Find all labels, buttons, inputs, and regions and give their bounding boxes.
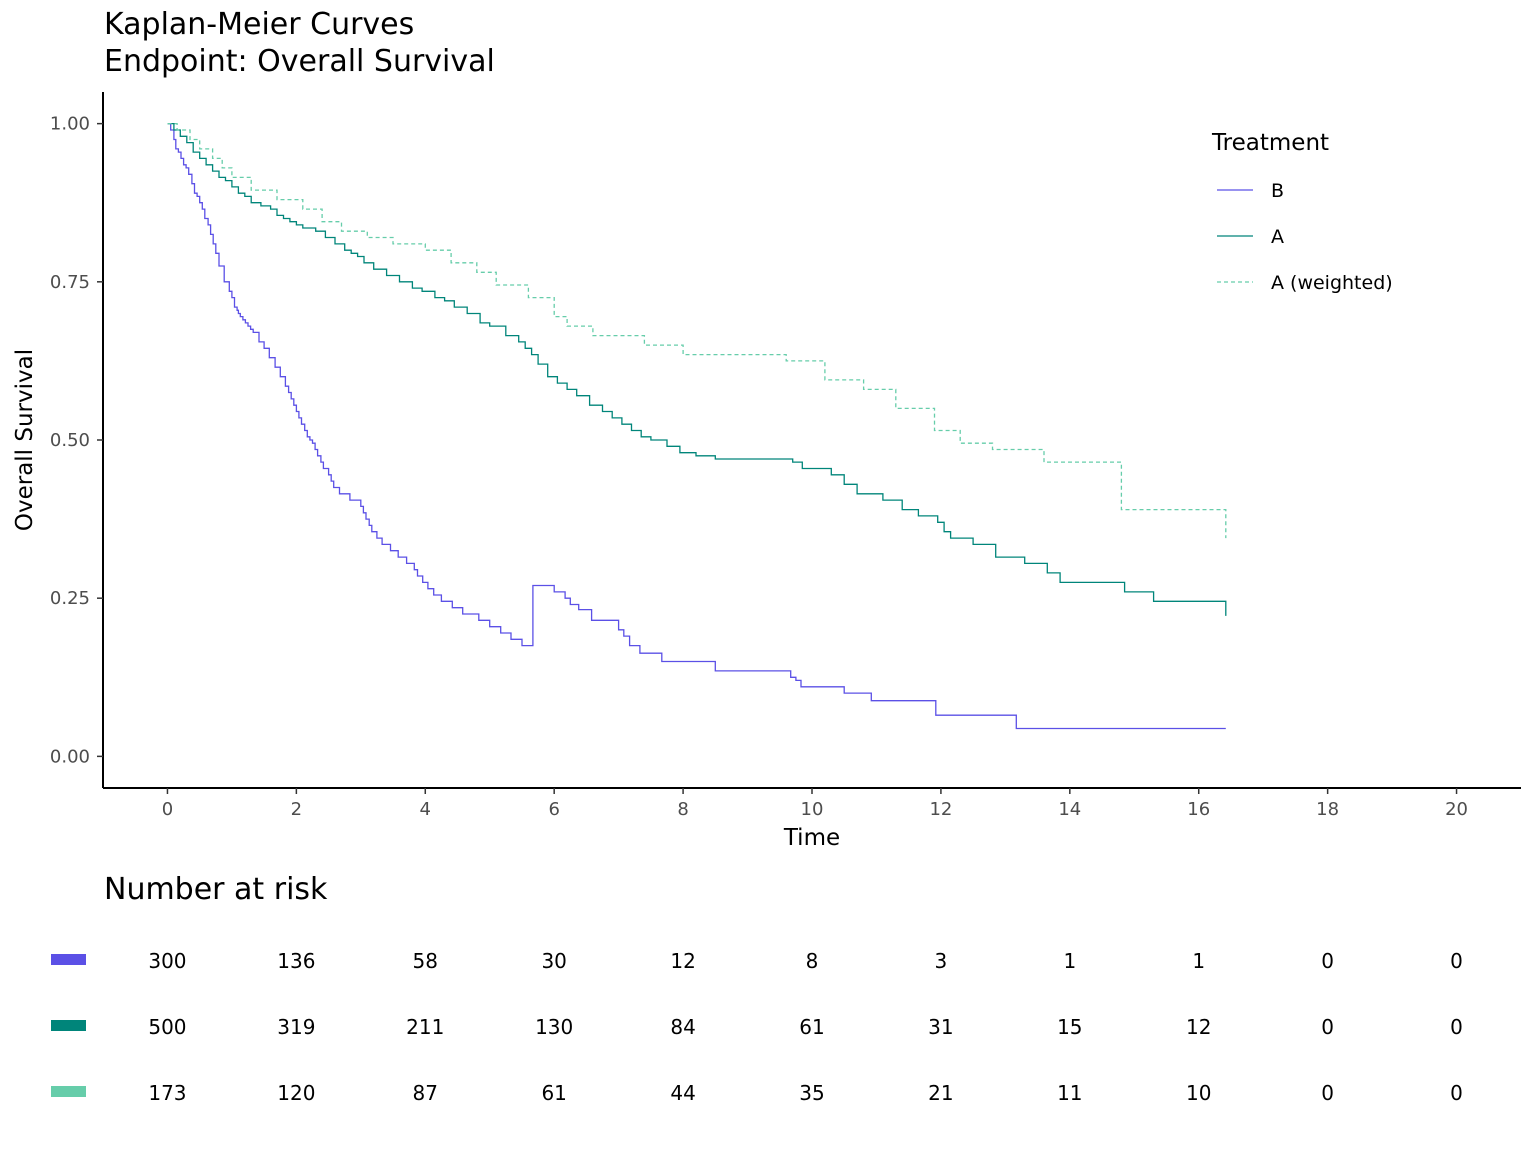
risk-cell: 21 <box>928 1081 953 1105</box>
risk-cell: 15 <box>1057 1015 1082 1039</box>
x-tick-label: 4 <box>420 799 431 820</box>
risk-cell: 173 <box>148 1081 186 1105</box>
risk-cell: 11 <box>1057 1081 1082 1105</box>
x-tick-label: 14 <box>1058 799 1081 820</box>
risk-cell: 3 <box>935 949 948 973</box>
risk-cell: 500 <box>148 1015 186 1039</box>
risk-cell: 0 <box>1450 1081 1463 1105</box>
risk-row-swatch-1 <box>51 1020 86 1031</box>
y-tick-label: 0.25 <box>50 588 90 609</box>
risk-cell: 0 <box>1321 1015 1334 1039</box>
risk-cell: 0 <box>1321 949 1334 973</box>
series-line-1 <box>167 122 1227 616</box>
risk-cell: 87 <box>413 1081 438 1105</box>
risk-cell: 0 <box>1450 949 1463 973</box>
risk-cell: 1 <box>1192 949 1205 973</box>
x-tick-label: 18 <box>1316 799 1339 820</box>
risk-cell: 130 <box>535 1015 573 1039</box>
x-tick-label: 20 <box>1445 799 1468 820</box>
risk-cell: 136 <box>277 949 315 973</box>
risk-row-swatch-0 <box>51 954 86 965</box>
x-tick-label: 10 <box>801 799 824 820</box>
risk-cell: 10 <box>1186 1081 1211 1105</box>
legend-title: Treatment <box>1211 130 1329 156</box>
x-tick-label: 12 <box>929 799 952 820</box>
risk-cell: 1 <box>1063 949 1076 973</box>
risk-cell: 35 <box>799 1081 824 1105</box>
x-tick-label: 0 <box>162 799 173 820</box>
chart-title: Kaplan-Meier Curves Endpoint: Overall Su… <box>104 7 495 79</box>
risk-cell: 211 <box>406 1015 444 1039</box>
y-tick-label: 0.75 <box>50 272 90 293</box>
x-tick-label: 16 <box>1187 799 1210 820</box>
risk-cell: 61 <box>541 1081 566 1105</box>
x-tick-label: 8 <box>677 799 688 820</box>
risk-cell: 300 <box>148 949 186 973</box>
y-tick-label: 0.00 <box>50 746 90 767</box>
risk-cell: 84 <box>670 1015 695 1039</box>
risk-cell: 8 <box>806 949 819 973</box>
risk-cell: 12 <box>670 949 695 973</box>
x-axis-title: Time <box>783 825 840 851</box>
series-line-2 <box>167 122 1227 539</box>
risk-cell: 58 <box>413 949 438 973</box>
legend-label-0: B <box>1271 180 1284 202</box>
survival-curves <box>167 122 1227 730</box>
y-tick-label: 1.00 <box>50 114 90 135</box>
title-line-1: Kaplan-Meier Curves <box>104 7 414 42</box>
series-line-0 <box>167 122 1226 730</box>
risk-table-title: Number at risk <box>104 872 328 907</box>
risk-cell: 0 <box>1450 1015 1463 1039</box>
risk-cell: 44 <box>670 1081 695 1105</box>
x-tick-label: 2 <box>291 799 302 820</box>
axes: 0 2 4 6 8 10 12 14 16 18 20 0.00 0.25 0.50 0.75 1.00 <box>50 92 1521 820</box>
risk-cell: 0 <box>1321 1081 1334 1105</box>
legend: Treatment B A A (weighted) <box>1211 130 1393 294</box>
risk-cell: 12 <box>1186 1015 1211 1039</box>
y-tick-label: 0.50 <box>50 430 90 451</box>
risk-row-swatch-2 <box>51 1086 86 1097</box>
risk-cell: 61 <box>799 1015 824 1039</box>
risk-cell: 30 <box>541 949 566 973</box>
risk-cell: 120 <box>277 1081 315 1105</box>
y-axis-title: Overall Survival <box>12 349 38 531</box>
risk-cell: 319 <box>277 1015 315 1039</box>
legend-label-1: A <box>1271 226 1284 248</box>
risk-cell: 31 <box>928 1015 953 1039</box>
title-line-2: Endpoint: Overall Survival <box>104 44 495 79</box>
x-tick-label: 6 <box>548 799 559 820</box>
legend-label-2: A (weighted) <box>1271 272 1393 294</box>
